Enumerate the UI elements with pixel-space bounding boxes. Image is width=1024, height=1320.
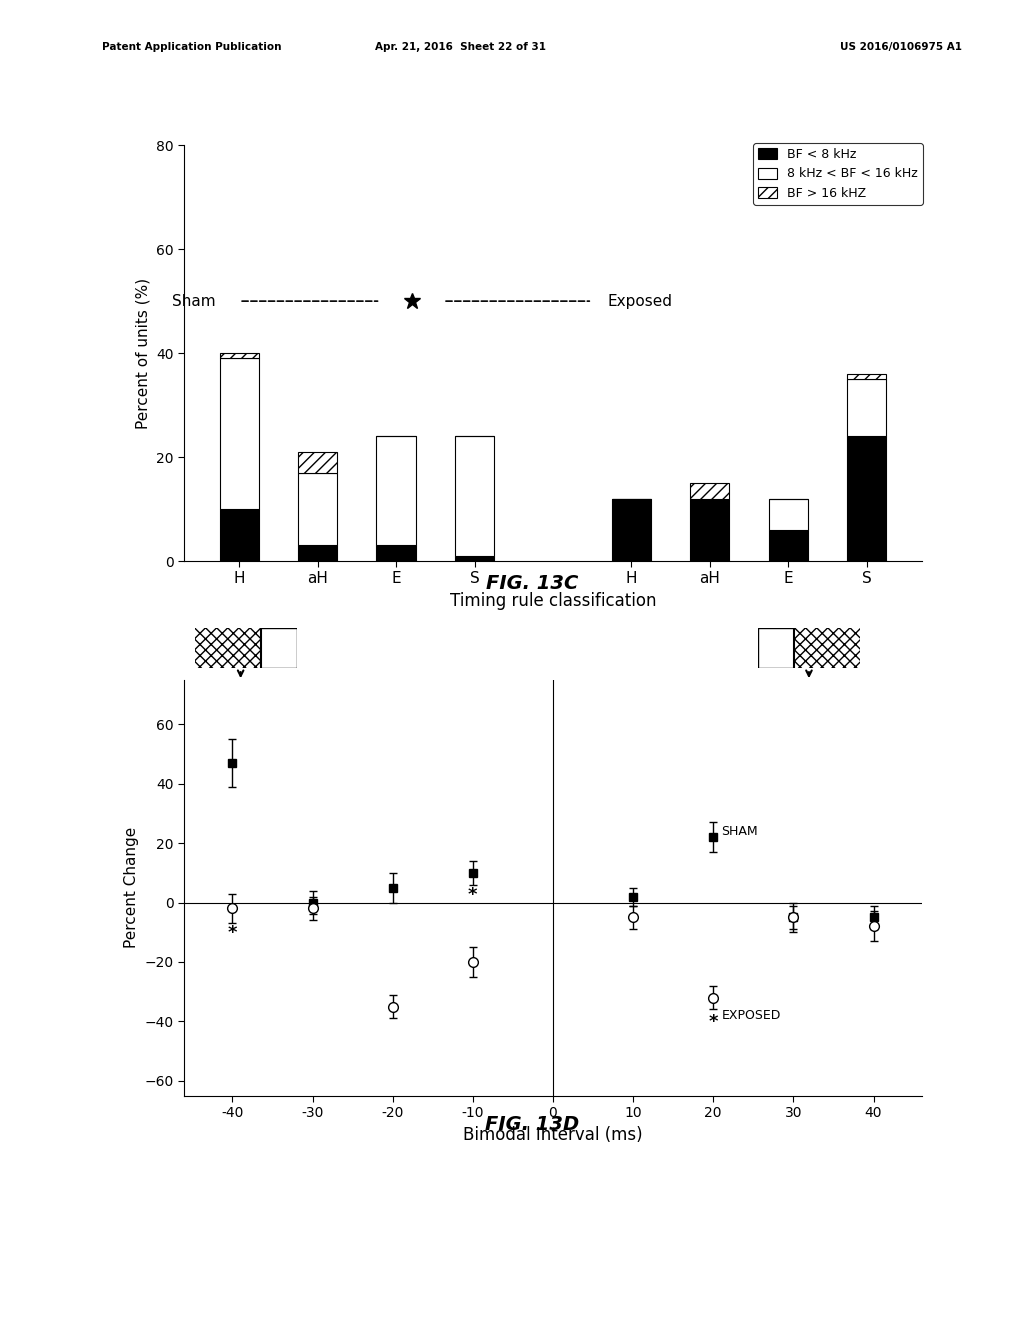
Bar bbox=[219, 510, 259, 561]
Text: Sham: Sham bbox=[172, 293, 216, 309]
Bar bbox=[377, 437, 416, 545]
Text: SHAM: SHAM bbox=[721, 825, 758, 838]
Bar bbox=[298, 451, 337, 473]
Text: EXPOSED: EXPOSED bbox=[721, 1008, 780, 1022]
X-axis label: Timing rule classification: Timing rule classification bbox=[450, 591, 656, 610]
Bar bbox=[195, 628, 261, 668]
Text: Patent Application Publication: Patent Application Publication bbox=[102, 42, 282, 53]
X-axis label: Bimodal Interval (ms): Bimodal Interval (ms) bbox=[463, 1126, 643, 1143]
Bar bbox=[769, 529, 808, 561]
Y-axis label: Percent Change: Percent Change bbox=[124, 828, 139, 948]
Bar bbox=[298, 473, 337, 545]
Legend: BF < 8 kHz, 8 kHz < BF < 16 kHz, BF > 16 kHZ: BF < 8 kHz, 8 kHz < BF < 16 kHz, BF > 16… bbox=[754, 143, 923, 205]
Text: US 2016/0106975 A1: US 2016/0106975 A1 bbox=[840, 42, 963, 53]
Bar bbox=[611, 499, 651, 561]
Text: Exposed: Exposed bbox=[608, 293, 673, 309]
Bar bbox=[219, 358, 259, 510]
Text: *: * bbox=[468, 886, 477, 904]
Bar bbox=[794, 628, 860, 668]
Y-axis label: Percent of units (%): Percent of units (%) bbox=[136, 277, 151, 429]
Text: Apr. 21, 2016  Sheet 22 of 31: Apr. 21, 2016 Sheet 22 of 31 bbox=[376, 42, 546, 53]
Bar bbox=[298, 545, 337, 561]
Text: FIG. 13D: FIG. 13D bbox=[485, 1115, 580, 1134]
Bar bbox=[847, 379, 887, 437]
Bar bbox=[769, 499, 808, 529]
Bar bbox=[377, 545, 416, 561]
Bar bbox=[690, 483, 729, 499]
Bar bbox=[219, 354, 259, 358]
Bar bbox=[690, 499, 729, 561]
Text: *: * bbox=[709, 1014, 718, 1031]
Text: FIG. 13C: FIG. 13C bbox=[486, 574, 579, 593]
Bar bbox=[847, 374, 887, 379]
Text: *: * bbox=[227, 924, 238, 942]
Bar bbox=[847, 437, 887, 561]
Bar bbox=[455, 437, 495, 556]
Bar bbox=[455, 556, 495, 561]
